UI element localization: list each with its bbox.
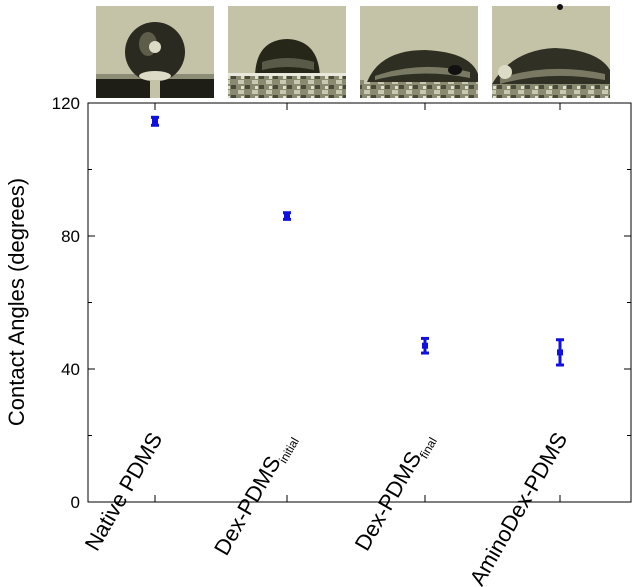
category-label: Dex-PDMSinitial xyxy=(209,428,302,561)
y-tick-label: 120 xyxy=(52,94,80,113)
dex-pdms-initial-droplet xyxy=(228,6,346,98)
y-axis-title: Contact Angles (degrees) xyxy=(4,178,29,426)
data-point xyxy=(283,211,291,221)
marker xyxy=(152,118,158,125)
droplet-images xyxy=(96,4,610,98)
y-tick-label: 40 xyxy=(61,360,80,379)
category-label: Native PDMS xyxy=(80,428,168,555)
marker xyxy=(422,342,428,349)
category-labels: Native PDMS Dex-PDMSinitial Dex-PDMSfinal A… xyxy=(80,428,573,587)
aminodex-pdms-droplet xyxy=(492,4,610,98)
data-points xyxy=(151,115,564,367)
category-label: AminoDex-PDMS xyxy=(464,428,572,587)
dex-pdms-final-droplet xyxy=(360,6,478,98)
y-axis: 0 40 80 120 xyxy=(52,94,631,512)
data-point xyxy=(421,336,429,355)
y-tick-label: 0 xyxy=(71,493,80,512)
data-point xyxy=(151,115,159,127)
marker xyxy=(284,213,290,220)
y-tick-label: 80 xyxy=(61,227,80,246)
category-label: Dex-PDMSfinal xyxy=(350,428,440,556)
x-axis xyxy=(154,103,561,502)
data-point xyxy=(556,338,564,367)
native-pdms-droplet xyxy=(96,6,214,98)
marker xyxy=(557,349,563,356)
